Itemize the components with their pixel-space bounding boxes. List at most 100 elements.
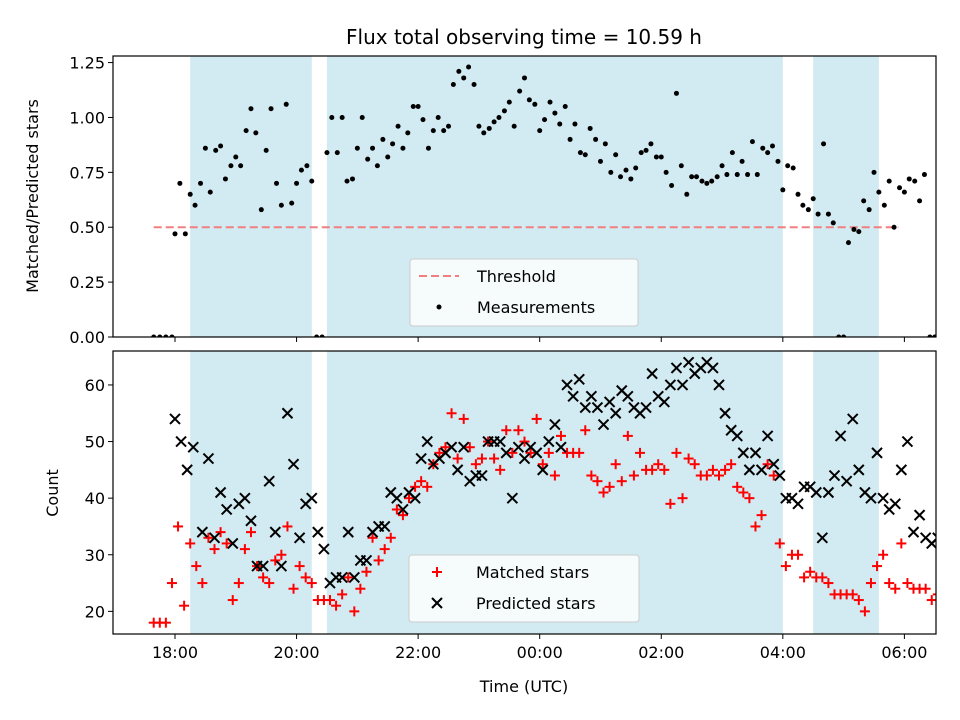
matched-stars-point bbox=[476, 453, 487, 464]
predicted-stars-point bbox=[719, 407, 731, 419]
matched-stars-point bbox=[799, 572, 810, 583]
predicted-stars-point bbox=[378, 520, 391, 533]
matched-stars-point bbox=[519, 436, 530, 447]
predicted-stars-point bbox=[175, 435, 187, 448]
predicted-stars-point bbox=[743, 464, 756, 476]
matched-stars-point bbox=[349, 606, 360, 617]
predicted-stars-point bbox=[196, 526, 209, 538]
predicted-stars-point bbox=[187, 441, 199, 453]
measurements-point bbox=[830, 220, 836, 226]
measurements-point bbox=[699, 178, 705, 184]
measurements-point bbox=[334, 150, 340, 156]
predicted-stars-point bbox=[281, 407, 294, 419]
matched-stars-point bbox=[622, 430, 633, 441]
predicted-stars-point bbox=[755, 464, 768, 476]
predicted-stars-point bbox=[865, 492, 877, 504]
measurements-point bbox=[719, 163, 725, 169]
measurements-point bbox=[775, 158, 781, 164]
matched-stars-point bbox=[853, 595, 864, 606]
predicted-stars-series bbox=[169, 356, 936, 589]
bottom-legend: Matched stars Predicted stars bbox=[408, 554, 640, 623]
measurements-point bbox=[380, 136, 386, 142]
top-axes-frame bbox=[112, 55, 937, 338]
measurements-point bbox=[395, 123, 401, 129]
bottom-y-axis-label: Count bbox=[43, 469, 62, 517]
measurements-point bbox=[446, 123, 452, 129]
predicted-stars-point bbox=[877, 492, 889, 504]
bottom-x-tick-label: 22:00 bbox=[395, 643, 441, 662]
matched-stars-point bbox=[762, 459, 773, 470]
matched-stars-point bbox=[245, 527, 256, 538]
predicted-stars-point bbox=[476, 469, 488, 482]
matched-stars-point bbox=[452, 453, 463, 464]
measurements-point bbox=[825, 211, 831, 217]
measurements-point bbox=[912, 178, 918, 184]
measurements-point bbox=[517, 88, 523, 94]
measurements-point bbox=[289, 200, 295, 206]
bottom-x-tick-label: 20:00 bbox=[274, 643, 320, 662]
matched-stars-point bbox=[732, 481, 743, 492]
measurements-point bbox=[932, 334, 936, 337]
matched-stars-point bbox=[647, 464, 658, 475]
measurements-point bbox=[613, 152, 619, 158]
measurements-point bbox=[501, 108, 507, 114]
matched-stars-point bbox=[215, 527, 226, 538]
predicted-stars-point bbox=[895, 464, 908, 476]
matched-stars-point bbox=[926, 595, 936, 606]
bottom-y-tick-label: 40 bbox=[85, 489, 105, 508]
matched-stars-point bbox=[616, 476, 627, 487]
measurements-point bbox=[222, 176, 228, 182]
predicted-stars-legend-swatch bbox=[431, 597, 443, 609]
matched-stars-point bbox=[239, 544, 250, 555]
measurements-point bbox=[258, 207, 264, 213]
predicted-stars-point bbox=[749, 447, 762, 459]
predicted-stars-point bbox=[664, 379, 677, 391]
matched-stars-point bbox=[507, 447, 518, 458]
measurements-point bbox=[486, 125, 492, 131]
matched-stars-point bbox=[422, 481, 433, 492]
measurements-point bbox=[430, 128, 436, 134]
matched-stars-point bbox=[470, 459, 481, 470]
measurements-point bbox=[415, 103, 421, 109]
matched-stars-point bbox=[513, 425, 524, 436]
x-axis-label: Time (UTC) bbox=[479, 677, 568, 696]
matched-stars-point bbox=[355, 583, 366, 594]
matched-stars-point bbox=[659, 464, 670, 475]
predicted-stars-point bbox=[816, 532, 829, 544]
measurements-point bbox=[233, 154, 239, 160]
bottom-plot-area bbox=[148, 356, 936, 628]
measurements-point bbox=[532, 101, 538, 107]
predicted-stars-point bbox=[312, 526, 324, 538]
predicted-stars-point bbox=[822, 486, 835, 499]
predicted-stars-point bbox=[658, 396, 671, 408]
measurements-point bbox=[298, 167, 304, 173]
predicted-stars-point bbox=[220, 503, 233, 516]
measurements-point bbox=[471, 82, 477, 88]
measurements-point bbox=[385, 154, 391, 160]
measurements-point bbox=[425, 145, 431, 151]
predicted-stars-point bbox=[768, 458, 780, 470]
matched-stars-point bbox=[270, 555, 281, 566]
predicted-stars-point bbox=[415, 452, 427, 465]
measurements-point bbox=[876, 189, 882, 195]
matched-stars-point bbox=[227, 595, 238, 606]
predicted-stars-point bbox=[640, 401, 652, 414]
measurements-point bbox=[729, 150, 735, 156]
top-y-tick-label: 1.25 bbox=[69, 54, 105, 73]
measurements-point bbox=[506, 99, 512, 105]
predicted-stars-point bbox=[336, 571, 348, 584]
top-y-axis-label: Matched/Predicted stars bbox=[23, 99, 42, 293]
matched-stars-point bbox=[489, 453, 500, 464]
matched-stars-point bbox=[173, 521, 184, 532]
matched-stars-point bbox=[282, 521, 293, 532]
predicted-stars-point bbox=[512, 441, 525, 453]
measurements-point bbox=[481, 130, 487, 136]
measurements-point bbox=[921, 172, 927, 178]
measurements-point bbox=[339, 114, 345, 120]
bottom-y-tick-label: 50 bbox=[85, 433, 105, 452]
matched-stars-point bbox=[185, 538, 196, 549]
predicted-stars-point bbox=[530, 447, 543, 459]
matched-stars-point bbox=[191, 561, 202, 572]
predicted-stars-point bbox=[208, 532, 221, 544]
matched-stars-point bbox=[385, 532, 396, 543]
